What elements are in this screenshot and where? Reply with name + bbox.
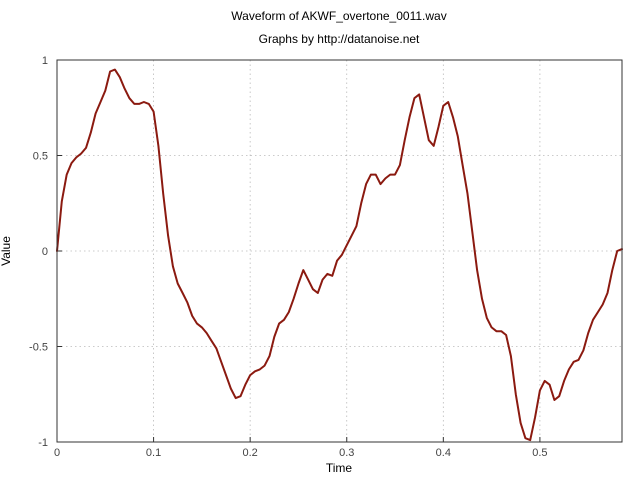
y-tick-label: -0.5 (29, 342, 48, 354)
plot-area (56, 68, 623, 442)
x-tick-label: 0.2 (243, 447, 258, 459)
x-tick-label: 0.5 (532, 447, 547, 459)
y-tick-label: -1 (38, 437, 48, 449)
y-tick-label: 0.5 (33, 151, 48, 163)
y-tick-label: 0 (42, 246, 48, 258)
x-tick-label: 0.1 (146, 447, 161, 459)
x-axis-label: Time (326, 461, 353, 475)
x-tick-label: 0 (54, 447, 60, 459)
chart-title: Waveform of AKWF_overtone_0011.wav (231, 9, 446, 23)
y-axis-label: Value (0, 236, 13, 266)
x-tick-label: 0.4 (436, 447, 451, 459)
grid (57, 60, 622, 442)
x-tick-label: 0.3 (339, 447, 354, 459)
waveform-line (56, 68, 623, 442)
y-tick-label: 1 (42, 55, 48, 67)
plot-frame (56, 59, 623, 443)
chart-subtitle: Graphs by http://datanoise.net (259, 32, 420, 46)
axis-ticks: 0 0.1 0.2 0.3 0.4 0.5 -1 -0.5 0 0.5 1 (29, 55, 548, 459)
